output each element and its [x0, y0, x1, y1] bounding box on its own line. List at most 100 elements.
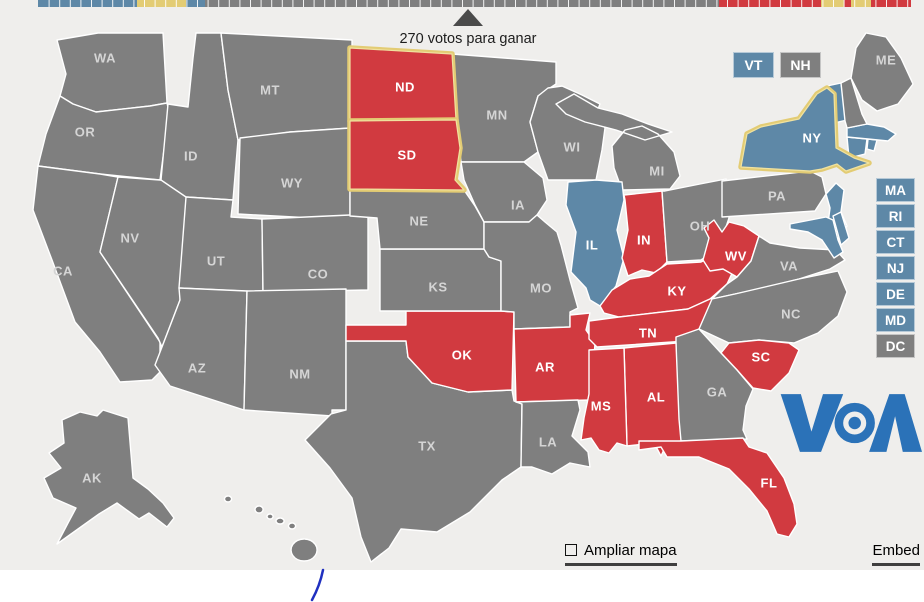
state-NM[interactable] — [243, 288, 347, 417]
bar-tick — [801, 0, 803, 7]
bar-tick — [91, 0, 92, 7]
state-label-NV: NV — [120, 230, 139, 245]
voa-logo-o-ring — [834, 402, 875, 444]
bar-tick — [758, 0, 760, 7]
state-label-ID: ID — [184, 148, 198, 163]
bar-tick — [440, 0, 442, 7]
bar-tick — [207, 0, 209, 7]
state-label-MN: MN — [486, 107, 507, 122]
state-label-SC: SC — [751, 349, 770, 364]
bar-tick — [250, 0, 251, 7]
bar-tick — [292, 0, 294, 7]
bar-tick — [652, 0, 654, 7]
expand-map-label: Ampliar mapa — [584, 542, 677, 559]
bar-tick — [663, 0, 665, 7]
bar-tick — [790, 0, 792, 7]
state-label-IA: IA — [511, 197, 525, 212]
bar-tick — [515, 0, 516, 7]
legend-box-DE[interactable]: DE — [876, 282, 915, 306]
state-RI[interactable] — [866, 138, 878, 152]
bar-tick — [271, 0, 273, 7]
bar-tick — [281, 0, 283, 7]
bar-segment-highlight — [821, 0, 844, 7]
state-HI[interactable] — [223, 495, 318, 562]
voa-logo-a — [869, 394, 922, 452]
state-OK[interactable] — [345, 310, 515, 393]
state-WV[interactable] — [702, 219, 760, 278]
legend-box-NH[interactable]: NH — [780, 52, 821, 78]
state-label-AZ: AZ — [188, 360, 206, 375]
bar-tick — [409, 0, 410, 7]
bar-tick — [854, 0, 856, 7]
state-NC[interactable] — [698, 270, 848, 344]
bar-tick — [144, 0, 145, 7]
state-DE[interactable] — [832, 211, 850, 246]
bar-tick — [610, 0, 612, 7]
bar-tick — [154, 0, 156, 7]
state-label-FL: FL — [761, 475, 778, 490]
bar-tick — [186, 0, 188, 7]
bar-tick — [303, 0, 304, 7]
state-label-KY: KY — [667, 283, 686, 298]
bar-tick — [557, 0, 559, 7]
state-AK[interactable] — [43, 409, 175, 545]
embed-link[interactable]: Embed — [872, 542, 920, 566]
bar-segment-highlight — [137, 0, 186, 7]
state-MS[interactable] — [580, 347, 628, 454]
expand-map-link[interactable]: Ampliar mapa — [565, 542, 677, 566]
state-label-OK: OK — [452, 347, 473, 362]
bar-tick — [684, 0, 686, 7]
state-MA[interactable] — [846, 123, 897, 142]
state-label-CO: CO — [308, 266, 329, 281]
state-label-MS: MS — [591, 398, 612, 413]
bar-tick — [239, 0, 241, 7]
state-label-NY: NY — [802, 130, 821, 145]
bar-tick — [356, 0, 357, 7]
state-label-ME: ME — [876, 52, 897, 67]
state-label-VA: VA — [780, 258, 798, 273]
bar-tick — [642, 0, 644, 7]
legend-box-MD[interactable]: MD — [876, 308, 915, 332]
bar-segment-democrat — [38, 0, 137, 7]
legend-box-RI[interactable]: RI — [876, 204, 915, 228]
state-MI[interactable] — [555, 93, 681, 191]
state-FL[interactable] — [638, 437, 798, 538]
state-ME[interactable] — [850, 32, 914, 112]
bar-tick — [578, 0, 580, 7]
legend-box-MA[interactable]: MA — [876, 178, 915, 202]
state-WA[interactable] — [56, 32, 168, 113]
state-NY[interactable] — [740, 87, 870, 172]
bar-tick — [122, 0, 124, 7]
state-MO[interactable] — [483, 214, 579, 330]
electoral-vote-bar — [38, 0, 911, 7]
bar-tick — [218, 0, 220, 7]
legend-box-NJ[interactable]: NJ — [876, 256, 915, 280]
bar-tick — [69, 0, 71, 7]
bar-tick — [780, 0, 781, 7]
legend-box-CT[interactable]: CT — [876, 230, 915, 254]
bar-tick — [504, 0, 506, 7]
win-threshold-label: 270 votos para ganar — [399, 31, 537, 47]
bar-tick — [133, 0, 135, 7]
legend-box-VT[interactable]: VT — [733, 52, 774, 78]
legend-box-DC[interactable]: DC — [876, 334, 915, 358]
bar-tick — [811, 0, 813, 7]
state-CO[interactable] — [261, 213, 369, 293]
state-label-OH: OH — [690, 218, 711, 233]
state-SD[interactable] — [349, 119, 465, 191]
embed-label: Embed — [872, 542, 920, 566]
state-label-OR: OR — [75, 124, 96, 139]
bar-tick — [101, 0, 103, 7]
state-MD[interactable] — [789, 216, 844, 259]
state-label-ND: ND — [395, 79, 415, 94]
bar-tick — [462, 0, 463, 7]
state-MT[interactable] — [220, 32, 353, 141]
bar-tick — [716, 0, 718, 7]
state-LA[interactable] — [515, 399, 591, 475]
state-WY[interactable] — [237, 127, 351, 221]
bar-tick — [631, 0, 633, 7]
state-label-WI: WI — [564, 139, 581, 154]
bar-tick — [197, 0, 198, 7]
state-label-TN: TN — [639, 325, 657, 340]
state-label-AK: AK — [82, 470, 102, 485]
